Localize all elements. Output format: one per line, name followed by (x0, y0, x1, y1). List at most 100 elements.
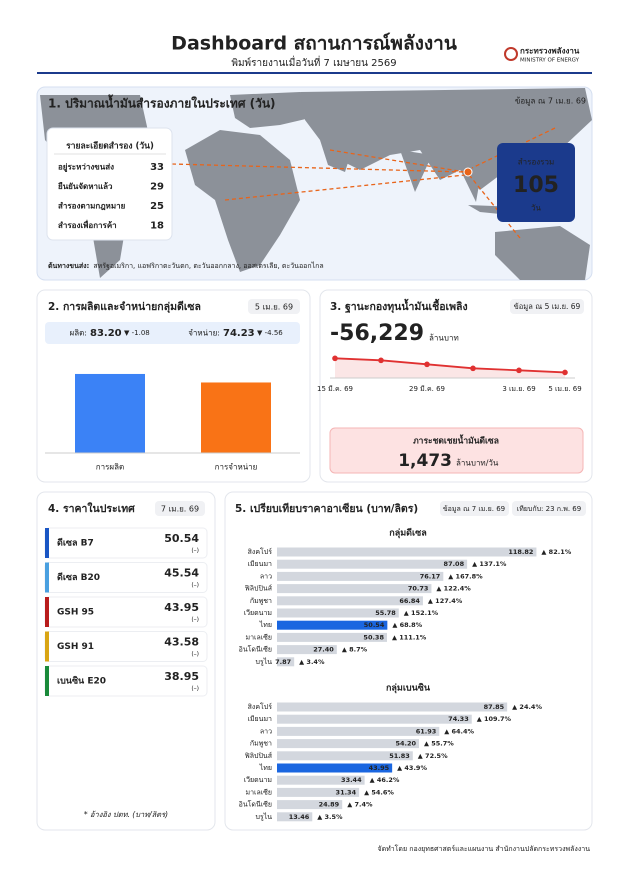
total-value: 105 (513, 173, 559, 198)
value-label: 50.38 (363, 633, 384, 641)
reserve-table (46, 127, 173, 241)
stat-change: ▼ -1.08 (124, 329, 150, 337)
country: สิงคโปร์ (248, 702, 273, 711)
value-label: 54.20 (395, 740, 416, 748)
sources-list: สหรัฐอเมริกา, แอฟริกาตะวันตก, ตะวันออกกล… (93, 261, 323, 270)
data-note: ข้อมูล ณ 7 เม.ย. 69 (515, 97, 586, 107)
change-label: ▲ 55.7% (424, 740, 454, 748)
country: บรูไน (255, 657, 272, 666)
country: เวียดนาม (244, 776, 272, 784)
group-title: กลุ่มดีเซล (389, 528, 426, 539)
route-arrow (471, 127, 556, 169)
price-accent (45, 562, 49, 593)
country: กัมพูชา (250, 740, 272, 748)
value-label: 76.17 (420, 572, 441, 580)
country: เมียนมา (248, 715, 273, 723)
value-label: 66.84 (399, 597, 420, 605)
subsidy-box (329, 427, 584, 474)
point (470, 365, 476, 372)
bar (277, 714, 472, 724)
data-note: ข้อมูล ณ 7 เม.ย. 69 (443, 505, 505, 513)
country: ฟิลิปปินส์ (245, 585, 273, 593)
reserve-value: 29 (150, 182, 164, 193)
x-tick-label: 5 เม.ย. 69 (548, 385, 581, 393)
point (378, 357, 384, 364)
total-label: สำรองรวม (518, 158, 554, 167)
country: เมียนมา (248, 560, 273, 568)
change-label: ▲ 122.4% (436, 585, 471, 593)
fuel-change: (–) (191, 548, 199, 555)
sources-label: ต้นทางขนส่ง: (48, 261, 90, 270)
footnote: * อ้างอิง ปตท. (บาท/ลิตร) (84, 810, 168, 819)
country: ฟิลิปปินส์ (245, 752, 273, 760)
total-box (497, 143, 575, 222)
land (495, 226, 590, 280)
date-pill (155, 501, 205, 516)
page-subtitle: พิมพ์รายงานเมื่อวันที่ 7 เมษายน 2569 (231, 55, 396, 69)
point (332, 355, 338, 362)
route-arrow (469, 175, 521, 239)
change-label: ▲ 127.4% (428, 597, 463, 605)
reserve-label: อยู่ระหว่างขนส่ง (58, 163, 114, 173)
value-label: 87.08 (444, 560, 465, 568)
date-pill (512, 501, 586, 516)
change-label: ▲ 72.5% (418, 752, 448, 760)
land (185, 130, 300, 272)
point (562, 369, 568, 376)
bar (277, 645, 337, 655)
reserve-label: สำรองเพื่อการค้า (58, 219, 117, 230)
country: ลาว (260, 572, 272, 580)
group-title: กลุ่มเบนซิน (386, 683, 431, 694)
country: ไทย (259, 763, 272, 772)
point (516, 367, 522, 374)
logo-icon (504, 47, 518, 61)
page-title: Dashboard สถานการณ์พลังงาน (171, 33, 457, 55)
fuel-change: (–) (191, 651, 199, 658)
bar (277, 596, 423, 606)
change-label: ▲ 68.8% (392, 621, 422, 629)
stat-label: จำหน่าย: (188, 329, 220, 338)
change-label: ▲ 3.4% (299, 658, 325, 666)
date-pill (510, 299, 584, 314)
x-tick-label: 3 เม.ย. 69 (502, 385, 535, 393)
country: มาเลเซีย (246, 633, 272, 641)
value-label: 50.54 (364, 621, 385, 629)
reserve-value: 25 (150, 201, 164, 212)
value-label: 87.85 (484, 703, 505, 711)
x-tick-label: การจำหน่าย (215, 463, 258, 472)
price-accent (45, 666, 49, 696)
country: อินโดนีเซีย (239, 645, 272, 654)
subsidy-unit: ล้านบาท/วัน (456, 459, 499, 468)
footer-credit: จัดทำโดย กองยุทธศาสตร์และแผนงาน สำนักงาน… (377, 844, 590, 853)
compare-note: เทียบกับ: 23 ก.พ. 69 (517, 505, 581, 513)
change-label: ▲ 167.8% (448, 572, 483, 580)
fuel-price: 43.58 (164, 636, 199, 649)
fuel-change: (–) (191, 686, 199, 693)
price-accent (45, 528, 49, 558)
change-label: ▲ 54.6% (364, 788, 394, 796)
land (230, 92, 310, 128)
change-label: ▲ 8.7% (342, 646, 368, 654)
fuel-price: 38.95 (164, 670, 199, 683)
section-title: 3. ฐานะกองทุนน้ำมันเชื้อเพลิง (330, 298, 468, 314)
value-label: 51.83 (389, 752, 410, 760)
logo-thai: กระทรวงพลังงาน (520, 47, 580, 56)
value-label: 7.87 (275, 658, 291, 666)
fuel-price: 50.54 (164, 532, 199, 545)
bar (277, 559, 468, 569)
stats-bar (45, 322, 300, 344)
country: สิงคโปร์ (248, 547, 273, 556)
country: ไทย (259, 620, 272, 629)
change-label: ▲ 137.1% (472, 560, 507, 568)
fuel-name: GSH 91 (57, 642, 94, 652)
change-label: ▲ 82.1% (541, 548, 571, 556)
reserve-value: 18 (150, 221, 164, 232)
bar (277, 547, 537, 557)
country: เวียดนาม (244, 609, 272, 617)
reserve-value: 33 (150, 162, 164, 173)
line (334, 357, 566, 374)
value-label: 61.93 (416, 727, 437, 735)
bar (277, 584, 432, 594)
bar (277, 812, 313, 822)
